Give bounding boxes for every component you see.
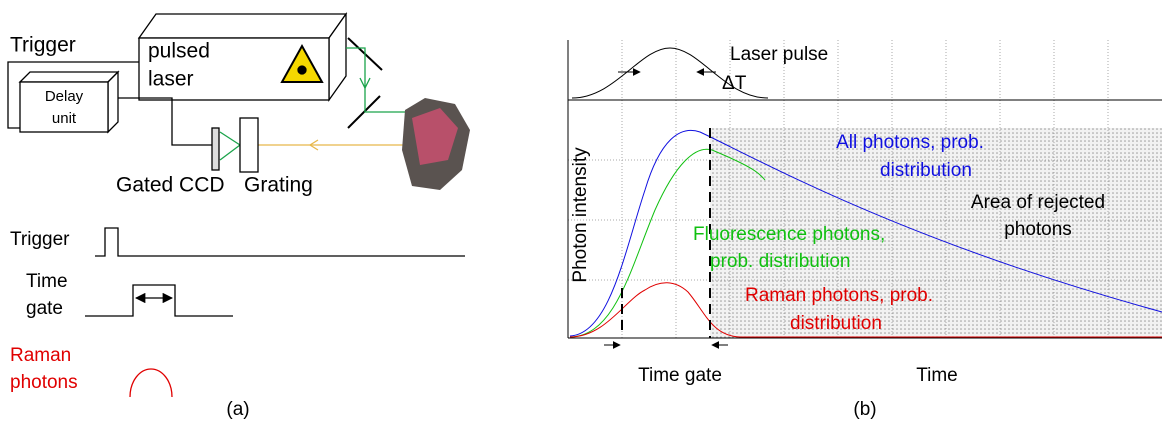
label: All photons, prob. — [836, 132, 984, 153]
label: Time — [26, 271, 68, 292]
label: distribution — [790, 313, 882, 334]
label: laser — [148, 68, 194, 91]
label: Time gate — [638, 365, 722, 386]
label: Area of rejected — [971, 192, 1105, 213]
ccd — [211, 127, 220, 171]
label: gate — [26, 298, 63, 319]
sample — [412, 108, 458, 165]
caption: (b) — [853, 399, 876, 420]
trigger-pulse — [95, 227, 465, 257]
label: ΔT — [722, 73, 747, 94]
delay-box-side — [107, 70, 119, 134]
time-gate-pulse — [85, 284, 233, 317]
label: Laser pulse — [730, 44, 828, 65]
x-axis-label: Time — [916, 365, 958, 386]
delay-box — [19, 81, 109, 133]
laser-warning — [280, 43, 324, 83]
raman-pulse — [129, 368, 173, 398]
label: Raman photons, prob. — [745, 285, 933, 306]
fluorescence-curve — [569, 148, 766, 338]
laser-warning-icon — [297, 65, 307, 75]
label: unit — [52, 110, 77, 127]
beam-arrow — [308, 139, 319, 151]
all-photons-curve — [569, 130, 1162, 337]
label: pulsed — [148, 40, 210, 63]
raman-curve — [569, 282, 1162, 338]
mirror — [347, 95, 381, 129]
caption: (a) — [226, 399, 249, 420]
label: Raman — [10, 345, 71, 366]
label: Grating — [244, 174, 313, 197]
panel-b — [567, 40, 1162, 349]
label: Delay — [45, 88, 84, 105]
dispersed-beam — [219, 131, 241, 161]
panel-a-text: Trigger pulsed laser Delay unit Gated CC… — [10, 34, 313, 420]
delay-box-top — [18, 71, 120, 83]
laser-beam — [346, 47, 410, 113]
grid — [568, 40, 1162, 338]
label: distribution — [880, 160, 972, 181]
y-axis-label: Photon intensity — [570, 147, 591, 283]
trigger-wire — [7, 61, 139, 129]
panel-a — [7, 11, 470, 398]
rejected-area — [710, 128, 1162, 338]
label: photons — [1004, 219, 1072, 240]
label: photons — [10, 372, 78, 393]
label: Gated CCD — [116, 174, 225, 197]
grating — [239, 117, 259, 173]
label: Fluorescence photons, — [693, 224, 885, 245]
delay-wire — [118, 97, 212, 146]
laser-box-top — [137, 13, 348, 39]
laser-pulse-curve — [571, 47, 769, 99]
label: Trigger — [10, 229, 70, 250]
label: Trigger — [10, 34, 76, 57]
label: prob. distribution — [710, 251, 850, 272]
panel-b-text: Laser pulse ΔT Photon intensity All phot… — [570, 44, 1105, 420]
beam-arrow — [359, 77, 371, 90]
